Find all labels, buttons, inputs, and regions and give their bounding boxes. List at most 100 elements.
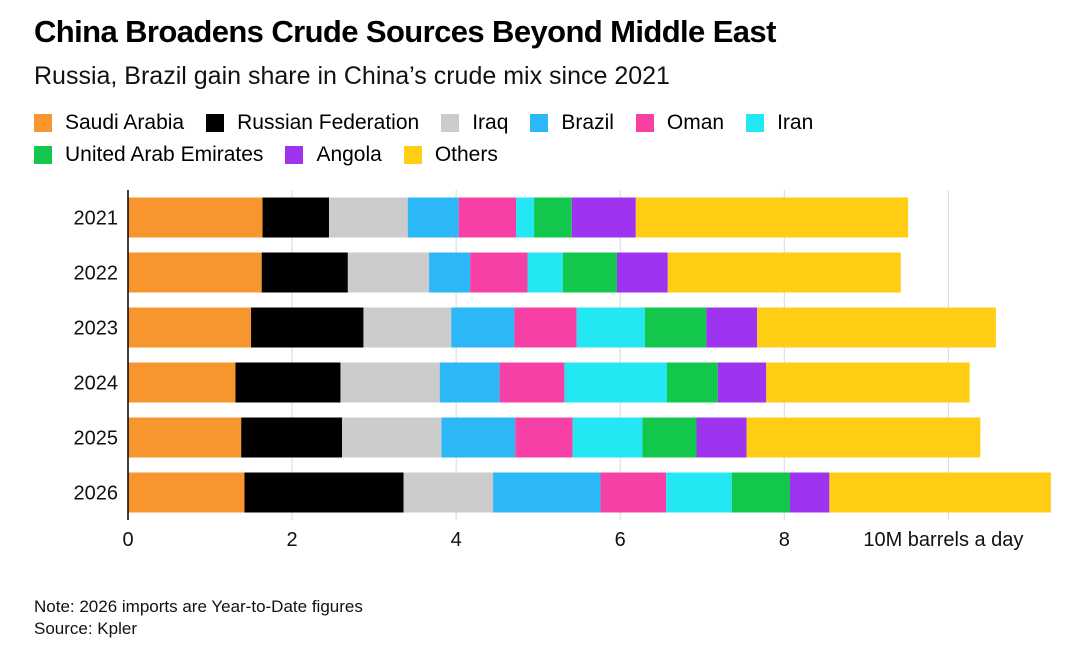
x-tick-label: 6 — [615, 529, 626, 551]
y-tick-label: 2021 — [74, 208, 119, 230]
bar-segment — [499, 362, 565, 403]
bar-segment — [363, 307, 452, 348]
bar-segment — [407, 197, 459, 238]
bar-segment — [527, 252, 563, 293]
bar-segment — [244, 472, 404, 513]
bar-segment — [600, 472, 667, 513]
bar-segment — [128, 417, 242, 458]
bar-segment — [616, 252, 668, 293]
legend-label: Angola — [316, 143, 382, 166]
legend-item: United Arab Emirates — [34, 142, 263, 168]
legend-swatch — [206, 114, 225, 132]
bar-segment — [458, 197, 517, 238]
bar-segment — [441, 417, 516, 458]
x-tick-label: 2 — [287, 529, 298, 551]
legend-swatch — [34, 146, 52, 164]
bar-segment — [515, 417, 573, 458]
bar-segment — [666, 362, 718, 403]
bar-segment — [564, 362, 667, 403]
bar-segment — [128, 197, 263, 238]
bar-segment — [251, 307, 364, 348]
y-tick-label: 2025 — [74, 428, 119, 450]
legend-item: Others — [403, 142, 498, 168]
bar-segment — [347, 252, 430, 293]
bar-segment — [128, 307, 252, 348]
bar-segment — [790, 472, 830, 513]
bar-segment — [696, 417, 747, 458]
bar-segment — [262, 197, 329, 238]
chart-title: China Broadens Crude Sources Beyond Midd… — [34, 14, 776, 49]
stacked-bar-chart: 2021 2022 2023 2024 2025 2026 0 2 4 6 8 10M barrels… — [74, 190, 1051, 551]
bar-segment — [757, 307, 996, 348]
legend-item: Iran — [746, 110, 813, 136]
legend-label: Iran — [777, 111, 814, 134]
legend-label: Iraq — [472, 111, 509, 134]
footnote: Note: 2026 imports are Year-to-Date figu… — [34, 597, 363, 616]
x-tick-label: 0 — [122, 529, 133, 551]
legend-swatch — [441, 114, 460, 132]
legend-item: Saudi Arabia — [34, 110, 184, 136]
bar-segment — [572, 417, 643, 458]
chart-subtitle: Russia, Brazil gain share in China’s cru… — [34, 62, 670, 90]
legend-label: Russian Federation — [237, 111, 420, 134]
legend-swatch — [403, 146, 422, 164]
bar-segment — [666, 472, 732, 513]
bar-segment — [562, 252, 617, 293]
source-line: Source: Kpler — [34, 619, 137, 638]
bar-segment — [128, 472, 245, 513]
legend-swatch — [746, 114, 765, 132]
bar-segment — [403, 472, 494, 513]
y-tick-label: 2023 — [74, 318, 119, 340]
bar-segment — [576, 307, 645, 348]
bar-segment — [746, 417, 981, 458]
bar-segment — [261, 252, 348, 293]
bar-segment — [642, 417, 697, 458]
legend-item: Oman — [635, 110, 725, 136]
bar-segment — [644, 307, 707, 348]
bar-segment — [829, 472, 1051, 513]
bar-segment — [470, 252, 528, 293]
legend-label: Others — [434, 143, 498, 166]
legend-swatch — [285, 146, 304, 164]
x-tick-label: 4 — [451, 529, 462, 551]
bar-segment — [235, 362, 341, 403]
legend-label: Oman — [666, 111, 725, 134]
legend-swatch — [34, 114, 52, 132]
bar-segment — [534, 197, 572, 238]
legend-label: United Arab Emirates — [65, 143, 264, 166]
y-tick-label: 2022 — [74, 263, 119, 285]
legend-item: Angola — [285, 142, 382, 168]
bar-segment — [342, 417, 442, 458]
bar-segment — [635, 197, 909, 238]
bar-segment — [706, 307, 758, 348]
chart-footer: Note: 2026 imports are Year-to-Date figu… — [34, 596, 363, 640]
bar-segment — [571, 197, 636, 238]
bar-segment — [514, 307, 577, 348]
bar-segment — [128, 362, 236, 403]
y-tick-label: 2024 — [74, 373, 119, 395]
legend-item: Brazil — [530, 110, 614, 136]
bar-segment — [128, 252, 262, 293]
bar-segment — [667, 252, 901, 293]
bar-segment — [328, 197, 408, 238]
y-tick-label: 2026 — [74, 483, 119, 505]
legend-swatch — [635, 114, 654, 132]
bar-segment — [241, 417, 343, 458]
bar-segment — [340, 362, 440, 403]
legend-item: Russian Federation — [206, 110, 419, 136]
x-tick-label: 10M barrels a day — [863, 529, 1023, 551]
bar-segment — [731, 472, 791, 513]
bar-segment — [429, 252, 471, 293]
bar-segment — [717, 362, 767, 403]
x-tick-label: 8 — [779, 529, 790, 551]
bar-segment — [516, 197, 535, 238]
bar-segment — [451, 307, 515, 348]
legend-swatch — [530, 114, 549, 132]
chart-legend: Saudi Arabia Russian Federation Iraq Brazil… — [34, 110, 1034, 168]
legend-item: Iraq — [441, 110, 508, 136]
legend-label: Brazil — [561, 111, 614, 134]
bar-segment — [493, 472, 601, 513]
bar-segment — [439, 362, 500, 403]
legend-label: Saudi Arabia — [65, 111, 185, 134]
bar-segment — [766, 362, 970, 403]
